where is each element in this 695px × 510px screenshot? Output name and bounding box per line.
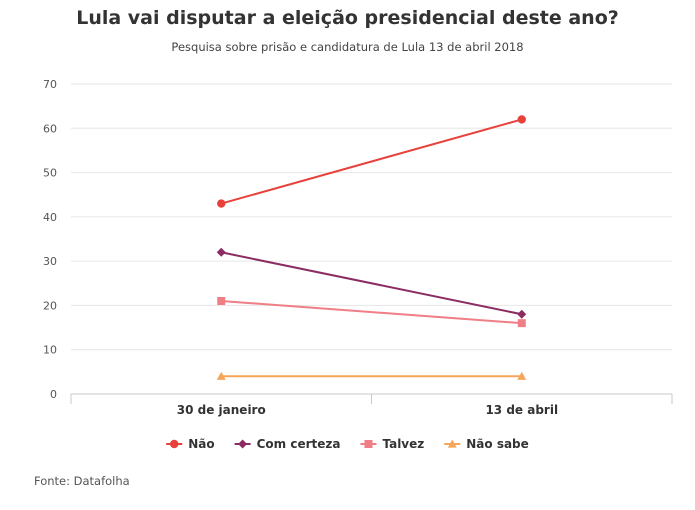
data-point [216, 371, 226, 380]
legend-label: Com certeza [257, 437, 341, 451]
series-0 [217, 115, 526, 208]
series-line [220, 118, 523, 205]
legend-marker [364, 440, 373, 448]
series-line [221, 300, 522, 325]
legend-marker [238, 439, 248, 449]
data-point [217, 199, 226, 208]
series-3 [216, 371, 527, 380]
legend-item: Talvez [360, 437, 424, 451]
y-tick-label: 50 [43, 167, 57, 180]
data-point [517, 371, 527, 380]
legend-marker [170, 439, 179, 449]
series-2 [217, 297, 526, 328]
legend-item: Não [166, 437, 215, 451]
source-note: Fonte: Datafolha [34, 474, 130, 488]
data-point [517, 319, 526, 328]
legend-label: Não [188, 437, 214, 451]
y-tick-label: 10 [43, 344, 57, 357]
data-point [216, 247, 226, 257]
legend-label: Não sabe [466, 437, 529, 451]
y-tick-label: 30 [43, 255, 57, 268]
legend-marker [447, 439, 457, 448]
chart-subtitle: Pesquisa sobre prisão e candidatura de L… [171, 40, 524, 54]
y-tick-label: 0 [50, 388, 57, 401]
x-tick-label: 13 de abril [485, 403, 558, 417]
chart-title: Lula vai disputar a eleição presidencial… [76, 7, 619, 29]
data-point [517, 115, 526, 124]
series-1 [216, 247, 527, 319]
data-point [217, 297, 226, 305]
legend-label: Talvez [382, 437, 424, 451]
legend-item: Não sabe [444, 437, 529, 451]
legend-item: Com certeza [234, 437, 341, 451]
x-tick-label: 30 de janeiro [177, 403, 266, 417]
data-point [517, 309, 527, 319]
y-tick-label: 60 [43, 122, 57, 135]
y-tick-label: 20 [43, 299, 57, 312]
y-tick-label: 40 [43, 211, 57, 224]
series-line [221, 251, 522, 316]
y-tick-label: 70 [43, 78, 57, 91]
